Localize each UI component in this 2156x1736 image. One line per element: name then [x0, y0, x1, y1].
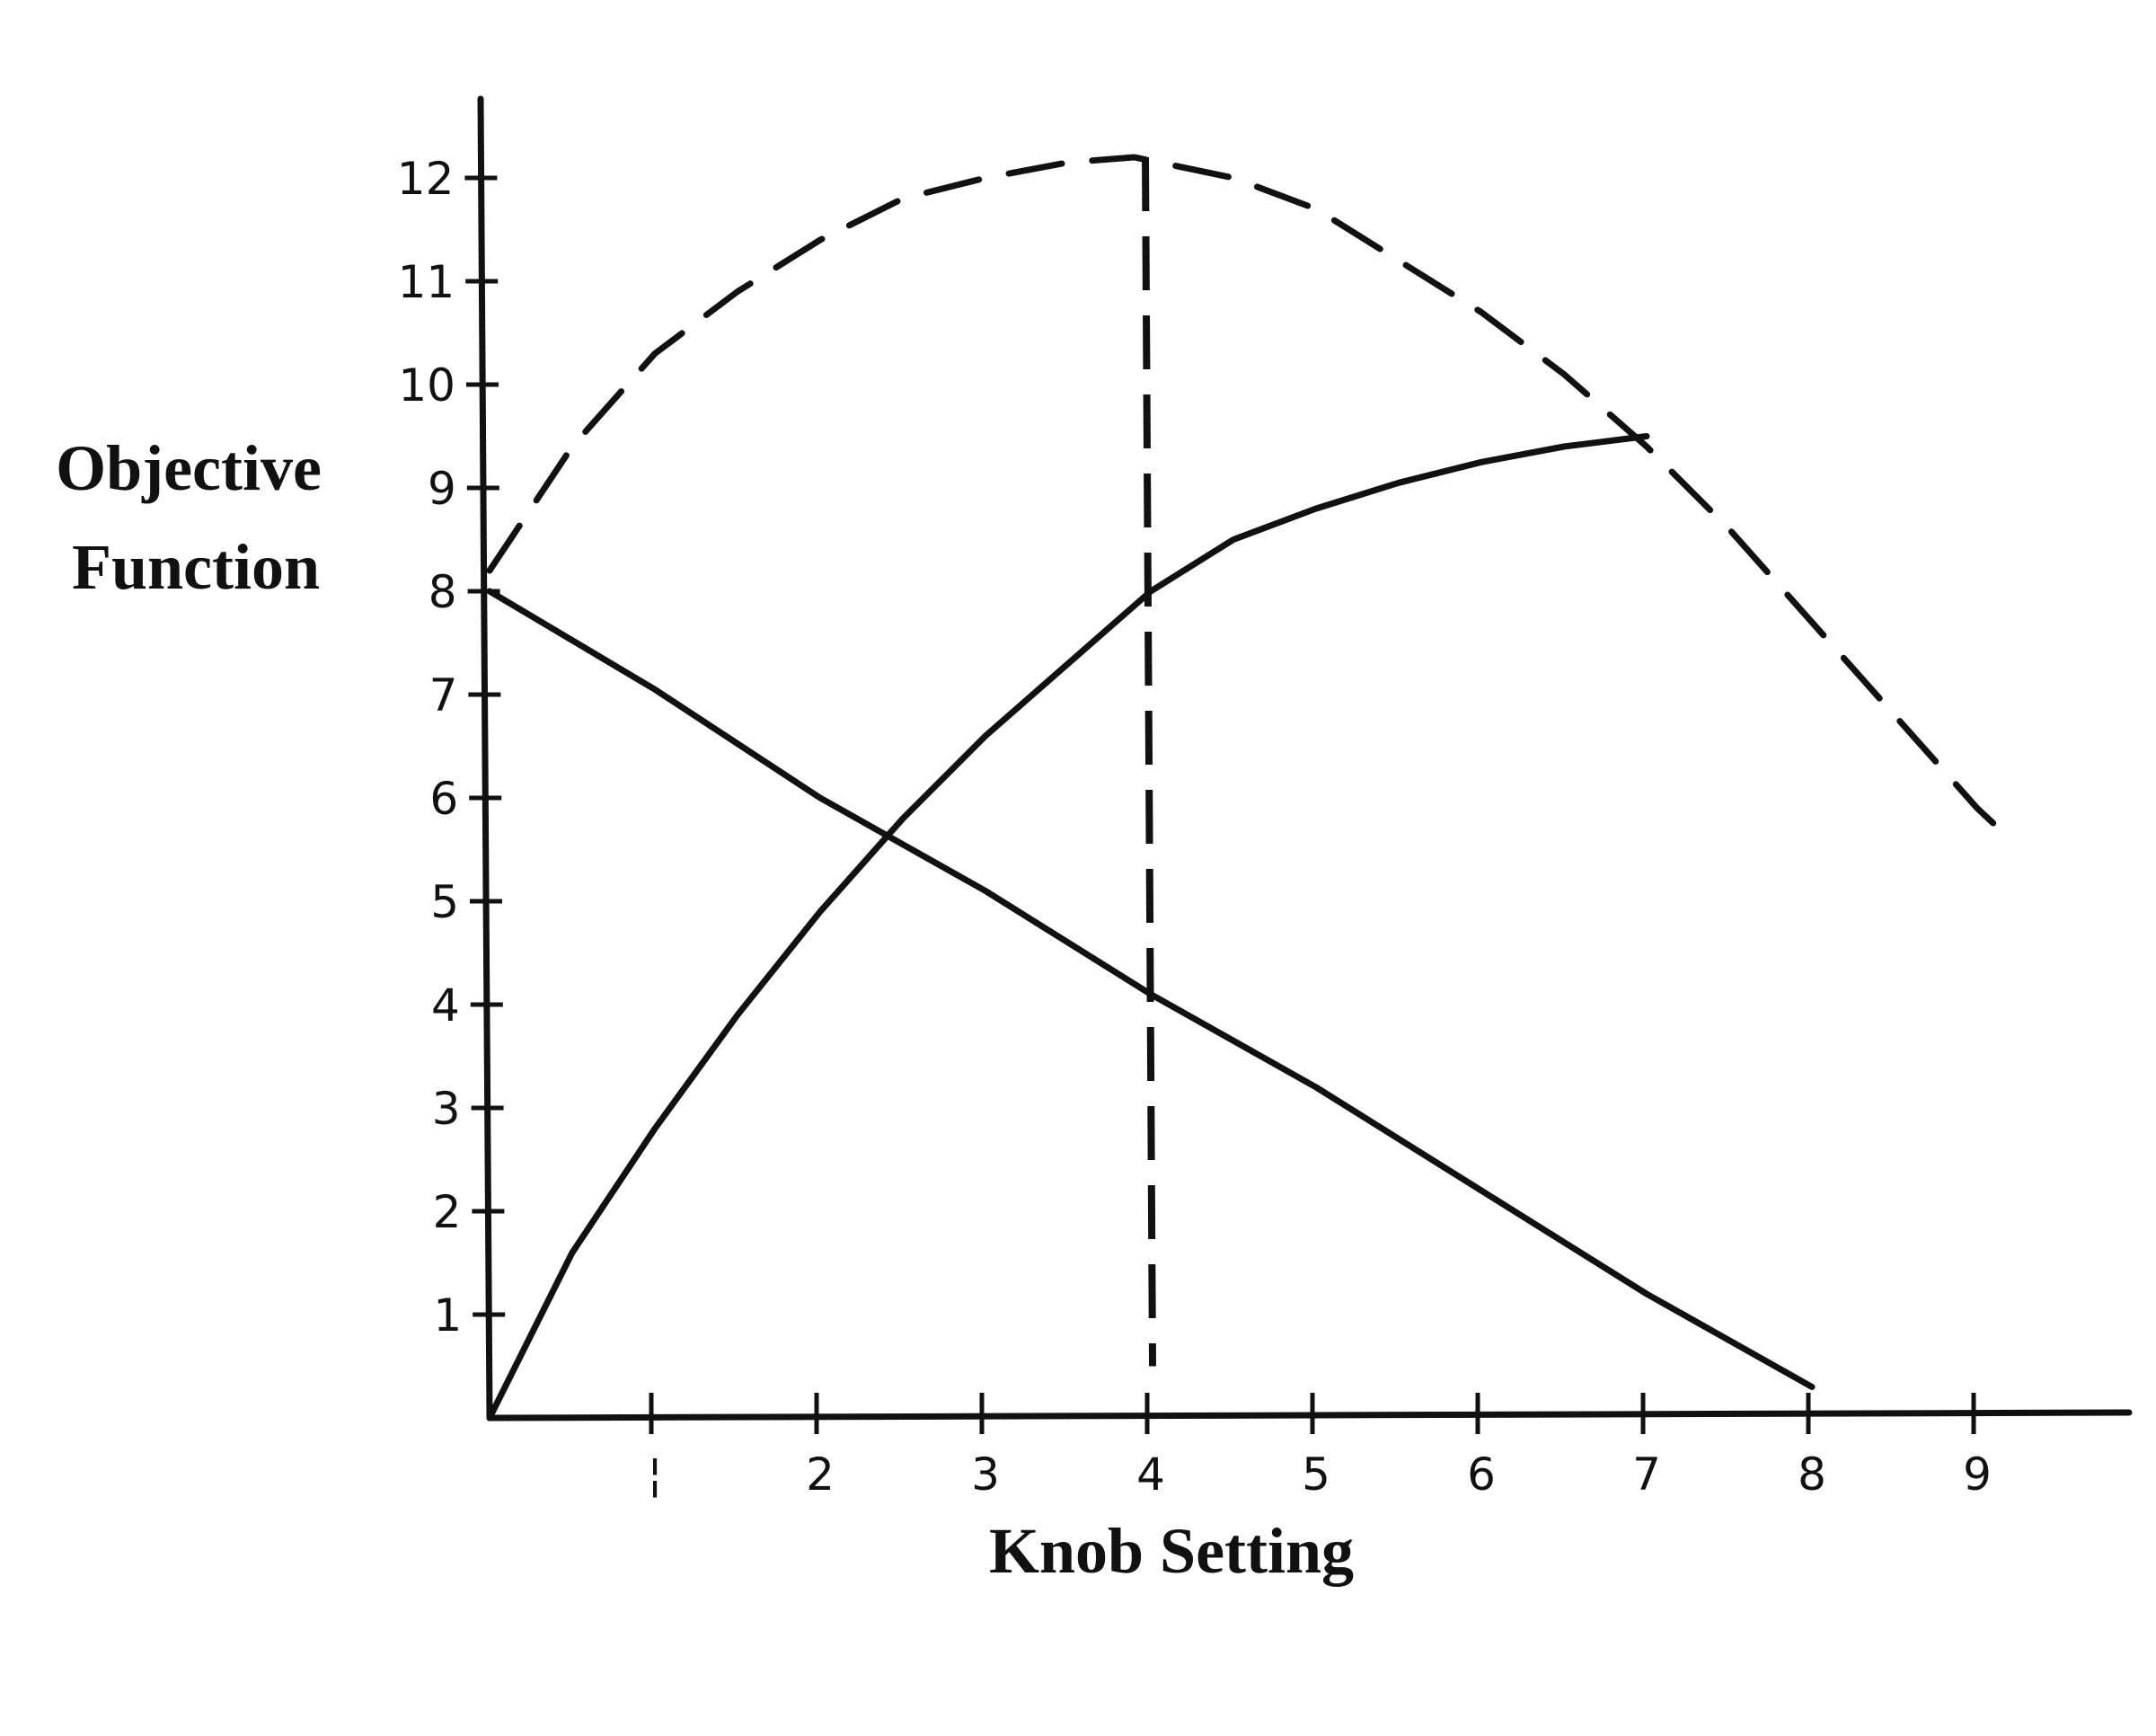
x-axis-line — [486, 1409, 2133, 1422]
y-axis-title-line-2: Function — [72, 531, 320, 603]
y-tick-label: 2 — [433, 1186, 462, 1238]
x-tick-label: 7 — [1632, 1448, 1661, 1501]
y-axis-line — [477, 95, 493, 1422]
y-tick-label: 6 — [429, 773, 458, 825]
x-tick-label: 3 — [971, 1448, 1000, 1501]
axes — [477, 95, 2133, 1422]
x-axis-title: Knob Setting — [989, 1515, 1354, 1587]
y-tick-label: 3 — [432, 1083, 461, 1135]
x-tick-label: ¦ — [648, 1448, 663, 1501]
y-tick-label: 4 — [431, 979, 460, 1032]
series-line-3 — [486, 588, 1816, 1390]
y-tick-label: 9 — [428, 463, 456, 515]
x-tick-label: 4 — [1136, 1448, 1165, 1501]
series-layer — [486, 154, 2014, 1422]
y-tick-label: 5 — [430, 876, 459, 928]
x-tick-label: 2 — [806, 1448, 835, 1501]
x-tick-label: 8 — [1798, 1448, 1826, 1501]
x-tick-label: 6 — [1467, 1448, 1496, 1501]
reference-lines — [1142, 156, 1156, 1367]
series-line-2 — [486, 433, 1650, 1422]
x-tick-label: 5 — [1302, 1448, 1330, 1501]
y-axis-title-line-1: Objective — [56, 432, 322, 504]
y-tick-label: 7 — [429, 669, 458, 722]
y-tick-label: 10 — [398, 359, 455, 412]
y-tick-label: 1 — [433, 1289, 462, 1342]
y-tick-label: 11 — [398, 256, 455, 308]
y-tick-label: 8 — [429, 566, 457, 618]
reference-line-x-4 — [1142, 156, 1156, 1367]
x-tick-label: 9 — [1963, 1448, 1992, 1501]
series-line-1 — [486, 154, 2014, 843]
y-tick-label: 12 — [397, 153, 455, 205]
x-axis-ticks: ¦ 2 3 4 5 6 7 8 9 — [648, 1393, 1992, 1501]
